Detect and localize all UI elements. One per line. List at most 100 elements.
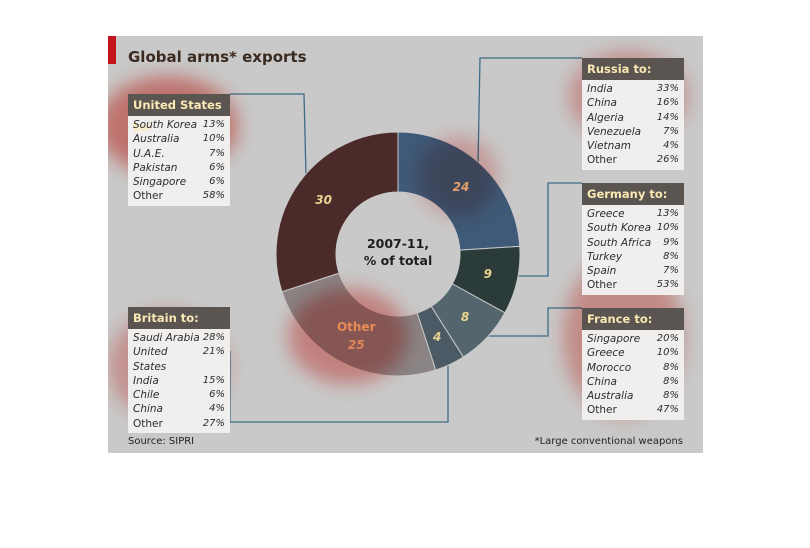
country-label: Other	[587, 154, 617, 167]
list-item: South Korea 10%	[587, 221, 679, 235]
box-header: Britain to:	[128, 307, 230, 329]
connector-germany	[513, 182, 582, 277]
share-value: 8%	[663, 390, 679, 402]
country-label: South Korea	[133, 119, 197, 131]
share-value: 13%	[202, 119, 225, 130]
list-item: Other 26%	[587, 153, 679, 167]
share-value: 9%	[663, 236, 679, 248]
britain-breakdown-box: Britain to: Saudi Arabia 28% United States 2…	[128, 307, 230, 434]
share-value: 7%	[663, 265, 679, 277]
country-label: U.A.E.	[133, 147, 165, 160]
list-item: Greece 10%	[587, 346, 679, 360]
country-label: India	[133, 374, 159, 387]
list-item: China 4%	[133, 402, 225, 416]
center-label-line2: % of total	[364, 253, 433, 268]
share-value: 14%	[656, 111, 679, 123]
share-value: 4%	[209, 403, 225, 415]
us-breakdown-box: United States to: South Korea 13% Australia…	[128, 94, 230, 206]
connector-us	[230, 93, 307, 177]
list-item: Pakistan 6%	[133, 161, 225, 175]
country-label: South Korea	[587, 222, 651, 235]
list-item: South Africa 9%	[587, 236, 679, 250]
list-item: Greece 13%	[587, 207, 679, 221]
box-body: Saudi Arabia 28% United States 21% India 15% C…	[128, 329, 230, 434]
list-item: Turkey 8%	[587, 250, 679, 264]
list-item: Venezuela 7%	[587, 125, 679, 139]
share-value: 8%	[663, 250, 679, 262]
country-label: Other	[587, 404, 617, 417]
country-label: Morocco	[587, 361, 632, 374]
chart-title: Global arms* exports	[128, 48, 307, 66]
share-value: 6%	[209, 389, 225, 401]
country-label: Saudi Arabia	[133, 332, 200, 344]
country-label: Vietnam	[587, 140, 631, 153]
infographic-card: Global arms* exports 24 9 8 4 Other 25 30 2007…	[108, 36, 703, 453]
list-item: India 33%	[587, 82, 679, 96]
share-value: 4%	[663, 140, 679, 152]
country-label: Algeria	[587, 111, 624, 124]
list-item: Singapore 6%	[133, 175, 225, 189]
list-item: Chile 6%	[133, 388, 225, 402]
country-label: China	[587, 97, 617, 110]
source-note: Source: SIPRI	[128, 436, 195, 447]
list-item: Algeria 14%	[587, 111, 679, 125]
box-body: Singapore 20% Greece 10% Morocco 8% China 8% Aus…	[582, 330, 684, 420]
country-label: China	[133, 403, 163, 416]
list-item: Other 27%	[133, 417, 225, 431]
country-label: United States	[133, 346, 168, 373]
share-value: 53%	[656, 279, 679, 291]
share-value: 10%	[656, 222, 679, 234]
country-label: Singapore	[133, 176, 187, 189]
slice-value-label: 9	[484, 267, 492, 281]
share-value: 28%	[202, 332, 225, 343]
box-header: United States to:	[128, 94, 230, 134]
footnote: *Large conventional weapons	[534, 436, 683, 447]
share-value: 10%	[202, 133, 225, 145]
list-item: China 16%	[587, 96, 679, 110]
accent-bar	[108, 36, 116, 64]
slice-value-label: 4	[432, 330, 441, 344]
slice-value-label: 8	[461, 310, 469, 324]
box-body: India 33% China 16% Algeria 14% Venezuela 7% Vie…	[582, 80, 684, 170]
list-item: Morocco 8%	[587, 361, 679, 375]
country-label: Chile	[133, 389, 160, 402]
country-label: Other	[133, 190, 163, 203]
list-item: United States 21%	[133, 345, 225, 374]
country-label: Venezuela	[587, 125, 642, 138]
share-value: 10%	[656, 347, 679, 359]
country-label: Other	[133, 417, 163, 430]
share-value: 7%	[209, 147, 225, 159]
list-item: Other 53%	[587, 278, 679, 292]
country-label: China	[587, 375, 617, 388]
list-item: Singapore 20%	[587, 332, 679, 346]
share-value: 6%	[209, 176, 225, 188]
share-value: 26%	[656, 154, 679, 166]
country-label: South Africa	[587, 236, 652, 249]
list-item: Other 58%	[133, 189, 225, 203]
country-label: Other	[587, 279, 617, 292]
country-label: Greece	[587, 208, 625, 220]
country-label: India	[587, 83, 613, 95]
connector-lines	[229, 57, 582, 423]
share-value: 33%	[656, 83, 679, 94]
share-value: 8%	[663, 375, 679, 387]
share-value: 16%	[656, 97, 679, 109]
share-value: 7%	[663, 125, 679, 137]
country-label: Greece	[587, 347, 625, 360]
share-value: 13%	[656, 208, 679, 219]
share-value: 58%	[202, 190, 225, 202]
list-item: China 8%	[587, 375, 679, 389]
russia-breakdown-box: Russia to: India 33% China 16% Algeria 14% Vene…	[582, 58, 684, 170]
share-value: 8%	[663, 361, 679, 373]
slice-value-label: 30	[315, 193, 332, 207]
france-breakdown-box: France to: Singapore 20% Greece 10% Morocco 8%…	[582, 308, 684, 420]
connector-russia	[477, 57, 582, 165]
share-value: 21%	[202, 346, 225, 358]
list-item: U.A.E. 7%	[133, 147, 225, 161]
country-label: Singapore	[587, 333, 641, 345]
box-header: Russia to:	[582, 58, 684, 80]
list-item: India 15%	[133, 374, 225, 388]
share-value: 6%	[209, 161, 225, 173]
country-label: Spain	[587, 265, 617, 278]
list-item: South Korea 13%	[133, 118, 225, 132]
